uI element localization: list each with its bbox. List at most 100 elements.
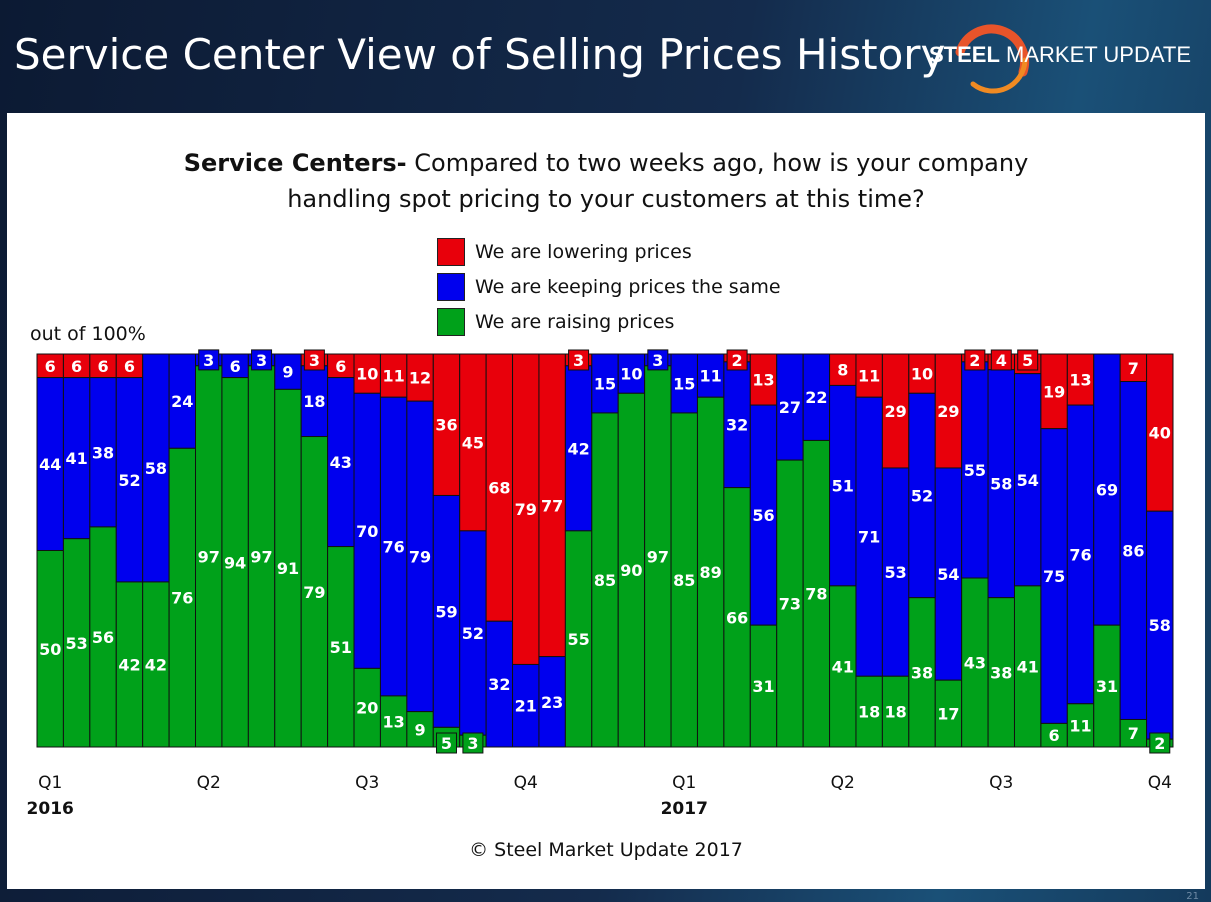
- bar-segment-raising-7: [221, 377, 249, 748]
- value-label-raising-40: 31: [1096, 677, 1118, 696]
- value-label-same-17: 32: [488, 675, 510, 694]
- value-label-lowering-39: 13: [1069, 371, 1091, 390]
- x-tick-label-1: Q2: [197, 773, 221, 793]
- value-label-raising-21: 85: [594, 571, 616, 590]
- value-label-lowering-31: 11: [858, 367, 880, 386]
- value-label-same-41: 86: [1122, 542, 1144, 561]
- bar-segment-lowering-38: [1040, 353, 1068, 430]
- bar-segment-raising-33: [908, 597, 936, 748]
- bar-segment-raising-1: [62, 538, 91, 748]
- bar-segment-lowering-39: [1066, 353, 1095, 406]
- copyright-text: © Steel Market Update 2017: [469, 839, 743, 861]
- legend-label-raising: We are raising prices: [475, 311, 675, 333]
- chart-legend: We are lowering prices We are keeping pr…: [437, 238, 781, 343]
- value-label-same-26: 32: [726, 416, 748, 435]
- value-label-box-lowering-36: [990, 349, 1012, 371]
- value-label-lowering-17: 68: [488, 479, 510, 498]
- bar-segment-same-5: [168, 353, 197, 449]
- value-label-same-5: 24: [171, 392, 193, 411]
- value-label-same-7: 6: [230, 357, 241, 376]
- bar-segment-raising-13: [379, 695, 408, 748]
- value-label-same-25: 11: [700, 367, 722, 386]
- value-label-same-21: 15: [594, 374, 616, 393]
- legend-swatch-same: [437, 273, 465, 301]
- bar-segment-raising-5: [168, 447, 197, 748]
- value-label-box-same-8: [251, 349, 273, 371]
- steel-market-update-logo: STEEL MARKET UPDATE: [925, 12, 1210, 97]
- value-label-raising-7: 94: [224, 553, 246, 572]
- bar-segment-same-16: [459, 530, 487, 736]
- year-label-1: 2017: [661, 799, 708, 819]
- bar-segment-raising-39: [1066, 703, 1095, 748]
- value-label-lowering-34: 29: [937, 402, 959, 421]
- value-label-same-32: 53: [884, 563, 906, 582]
- value-label-box-raising-42: [1149, 732, 1171, 754]
- value-label-raising-9: 91: [277, 559, 299, 578]
- logo-wordmark-bold: STEEL: [929, 42, 1000, 67]
- bar-segment-same-14: [406, 400, 434, 713]
- value-label-raising-1: 53: [65, 634, 87, 653]
- value-label-same-31: 71: [858, 528, 880, 547]
- bar-segment-raising-36: [987, 597, 1015, 748]
- legend-swatch-raising: [437, 308, 465, 336]
- value-label-lowering-14: 12: [409, 369, 431, 388]
- bar-segment-raising-32: [881, 675, 910, 748]
- value-label-box-lowering-26: [726, 349, 748, 371]
- value-label-raising-4: 42: [145, 655, 167, 674]
- value-label-raising-12: 20: [356, 699, 378, 718]
- bar-segment-same-20: [564, 365, 593, 532]
- value-label-same-40: 69: [1096, 481, 1118, 500]
- value-label-raising-42: 2: [1154, 734, 1165, 753]
- value-label-box-same-23: [647, 349, 669, 371]
- value-label-same-28: 27: [779, 398, 801, 417]
- bar-segment-raising-0: [36, 550, 64, 748]
- value-label-raising-31: 18: [858, 703, 880, 722]
- value-label-box-same-6: [198, 349, 220, 371]
- value-label-raising-13: 13: [383, 712, 405, 731]
- legend-item-raising: We are raising prices: [437, 308, 781, 343]
- value-label-lowering-36: 4: [996, 351, 1007, 370]
- bar-segment-lowering-27: [749, 353, 778, 406]
- value-label-raising-0: 50: [39, 640, 61, 659]
- value-label-same-42: 58: [1149, 616, 1171, 635]
- value-label-same-18: 21: [515, 697, 537, 716]
- bar-segment-same-3: [115, 377, 144, 583]
- value-label-same-3: 52: [118, 471, 140, 490]
- chart-panel: Service Centers- Compared to two weeks a…: [7, 113, 1205, 889]
- value-label-lowering-20: 3: [573, 351, 584, 370]
- bar-segment-lowering-41: [1119, 353, 1148, 383]
- bar-segment-raising-10: [300, 436, 329, 748]
- value-label-lowering-41: 7: [1128, 359, 1139, 378]
- value-label-raising-8: 97: [250, 547, 272, 566]
- bar-segment-same-26: [723, 361, 751, 489]
- value-label-same-19: 23: [541, 693, 563, 712]
- value-label-box-lowering-35: [964, 349, 986, 371]
- chart-title-line2: handling spot pricing to your customers …: [287, 185, 925, 213]
- value-label-lowering-35: 2: [969, 351, 980, 370]
- bar-segment-same-28: [776, 353, 804, 461]
- bar-segment-raising-26: [723, 487, 751, 748]
- bar-segment-raising-27: [749, 624, 778, 748]
- value-label-raising-14: 9: [414, 720, 425, 739]
- bar-segment-raising-31: [855, 675, 883, 748]
- slide-number: 21: [1186, 891, 1199, 902]
- legend-item-same: We are keeping prices the same: [437, 273, 781, 308]
- value-label-same-39: 76: [1069, 545, 1091, 564]
- value-label-lowering-12: 10: [356, 365, 378, 384]
- x-tick-label-6: Q3: [989, 773, 1013, 793]
- value-label-raising-10: 79: [303, 583, 325, 602]
- bar-segment-same-18: [512, 663, 540, 748]
- chart-title-bold: Service Centers-: [183, 149, 407, 177]
- value-label-same-11: 43: [330, 453, 352, 472]
- bar-segment-raising-14: [406, 711, 434, 748]
- value-label-same-20: 42: [567, 439, 589, 458]
- bar-segment-same-35: [961, 361, 989, 579]
- bar-segment-raising-24: [670, 412, 698, 748]
- bar-segment-raising-11: [327, 546, 355, 748]
- bar-segment-same-33: [908, 392, 936, 599]
- value-label-lowering-10: 3: [309, 351, 320, 370]
- bar-segment-raising-12: [353, 667, 381, 748]
- bar-segment-same-4: [142, 353, 170, 583]
- value-label-raising-37: 41: [1017, 657, 1039, 676]
- value-label-raising-2: 56: [92, 628, 114, 647]
